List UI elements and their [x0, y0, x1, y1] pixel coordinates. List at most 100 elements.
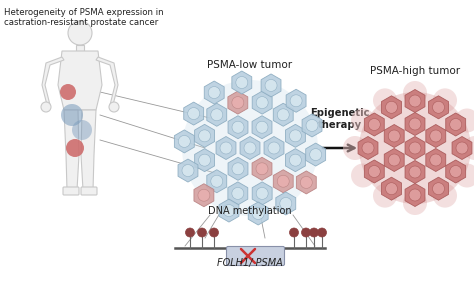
Circle shape [198, 228, 207, 237]
Circle shape [277, 175, 289, 187]
Polygon shape [184, 102, 204, 125]
Circle shape [409, 95, 421, 107]
Polygon shape [426, 148, 446, 172]
Text: castration-resistant prostate cancer: castration-resistant prostate cancer [4, 18, 158, 27]
Circle shape [208, 86, 220, 99]
Circle shape [403, 81, 427, 105]
Circle shape [290, 95, 302, 107]
Circle shape [409, 118, 421, 130]
Polygon shape [285, 124, 305, 147]
Polygon shape [405, 184, 425, 207]
Circle shape [178, 135, 190, 148]
Circle shape [198, 189, 210, 201]
Polygon shape [273, 170, 293, 193]
Circle shape [280, 198, 292, 209]
Circle shape [68, 21, 92, 45]
Circle shape [362, 142, 374, 154]
Polygon shape [405, 89, 425, 113]
Circle shape [199, 130, 210, 142]
Polygon shape [195, 149, 215, 172]
Circle shape [433, 89, 457, 112]
Polygon shape [228, 116, 248, 139]
Polygon shape [365, 160, 384, 183]
FancyBboxPatch shape [227, 246, 284, 266]
Circle shape [252, 207, 264, 219]
Polygon shape [405, 113, 425, 136]
Text: Heterogeneity of PSMA expression in: Heterogeneity of PSMA expression in [4, 8, 164, 17]
Circle shape [256, 121, 268, 133]
Circle shape [318, 228, 327, 237]
Polygon shape [76, 45, 84, 51]
Circle shape [265, 80, 277, 91]
Polygon shape [96, 57, 118, 105]
Polygon shape [228, 91, 248, 114]
Circle shape [310, 228, 319, 237]
Circle shape [182, 164, 194, 176]
Polygon shape [42, 57, 64, 105]
Circle shape [432, 183, 445, 195]
Polygon shape [178, 159, 198, 182]
Polygon shape [302, 114, 322, 137]
Circle shape [232, 187, 244, 199]
Circle shape [199, 154, 210, 166]
Polygon shape [382, 177, 401, 200]
Polygon shape [264, 136, 284, 159]
Circle shape [236, 77, 248, 89]
Circle shape [301, 228, 310, 237]
Circle shape [409, 189, 421, 201]
Polygon shape [384, 125, 404, 148]
Circle shape [409, 166, 421, 178]
Circle shape [368, 119, 380, 131]
Circle shape [232, 163, 244, 175]
Circle shape [182, 80, 318, 216]
Polygon shape [174, 130, 194, 153]
Circle shape [223, 205, 235, 217]
Text: FOLH1/ PSMA: FOLH1/ PSMA [217, 258, 283, 268]
Polygon shape [207, 170, 227, 193]
Circle shape [109, 102, 119, 112]
Text: PSMA-low tumor: PSMA-low tumor [208, 60, 292, 70]
Circle shape [301, 176, 312, 188]
Circle shape [430, 154, 442, 166]
Polygon shape [365, 113, 384, 136]
Circle shape [385, 183, 398, 195]
Polygon shape [252, 157, 272, 180]
Circle shape [450, 165, 462, 178]
Circle shape [211, 109, 223, 121]
Polygon shape [296, 171, 316, 194]
Circle shape [72, 120, 92, 140]
Polygon shape [286, 89, 306, 112]
Polygon shape [228, 182, 248, 205]
Polygon shape [452, 136, 472, 159]
Circle shape [290, 228, 299, 237]
Polygon shape [252, 91, 272, 114]
Polygon shape [207, 103, 227, 126]
Circle shape [359, 92, 471, 204]
Polygon shape [276, 192, 296, 215]
Polygon shape [252, 116, 272, 139]
Circle shape [66, 139, 84, 157]
Polygon shape [194, 184, 214, 207]
Polygon shape [64, 110, 79, 190]
Polygon shape [285, 149, 305, 172]
Circle shape [210, 228, 219, 237]
Circle shape [388, 130, 400, 142]
Circle shape [310, 149, 322, 161]
Polygon shape [58, 51, 102, 110]
Polygon shape [81, 110, 96, 190]
Polygon shape [252, 182, 272, 205]
Circle shape [343, 136, 367, 160]
Text: Epigenetic
therapy: Epigenetic therapy [310, 108, 370, 130]
Circle shape [403, 191, 427, 215]
Polygon shape [273, 103, 293, 126]
Polygon shape [405, 161, 425, 184]
Polygon shape [195, 124, 215, 147]
Circle shape [455, 108, 474, 133]
FancyBboxPatch shape [63, 187, 79, 195]
Polygon shape [428, 96, 448, 119]
Circle shape [277, 109, 289, 121]
Polygon shape [384, 148, 404, 172]
Circle shape [306, 119, 318, 131]
Polygon shape [219, 199, 239, 222]
Circle shape [368, 165, 380, 178]
